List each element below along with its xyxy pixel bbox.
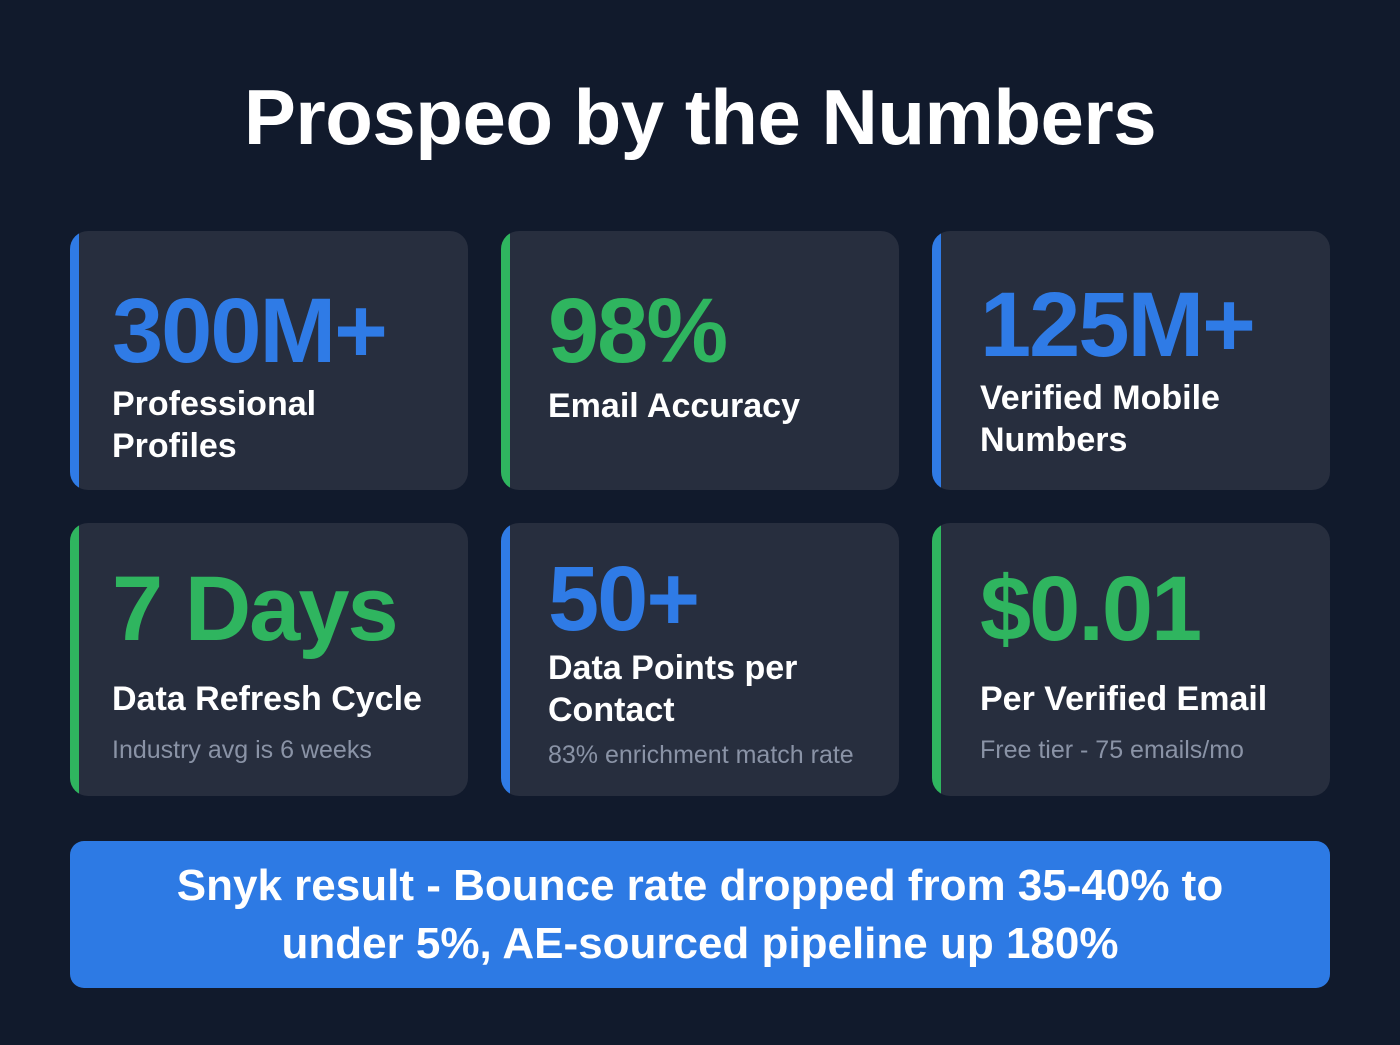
stat-card-email-accuracy: 98% Email Accuracy <box>501 231 899 490</box>
page-title: Prospeo by the Numbers <box>243 73 1157 161</box>
stat-label: Verified Mobile Numbers <box>980 379 1220 459</box>
stat-label: Data Points per Contact <box>548 649 798 729</box>
stat-label: Per Verified Email <box>980 680 1268 718</box>
stat-card-price-per-email: $0.01 Per Verified Email Free tier - 75 … <box>932 523 1330 796</box>
stat-label: Data Refresh Cycle <box>112 680 422 718</box>
stat-card-refresh-cycle: 7 Days Data Refresh Cycle Industry avg i… <box>70 523 468 796</box>
stat-subtext: 83% enrichment match rate <box>548 741 854 769</box>
stat-value: 300M+ <box>112 280 388 382</box>
stat-value: $0.01 <box>980 558 1202 660</box>
stat-value: 125M+ <box>980 274 1256 376</box>
case-study-banner: Snyk result - Bounce rate dropped from 3… <box>70 841 1330 988</box>
stat-subtext: Free tier - 75 emails/mo <box>980 736 1244 764</box>
stat-label: Professional Profiles <box>112 385 317 465</box>
stat-value: 7 Days <box>112 558 399 660</box>
stat-card-profiles: 300M+ Professional Profiles <box>70 231 468 490</box>
stat-value: 98% <box>548 280 728 382</box>
stat-card-data-points: 50+ Data Points per Contact 83% enrichme… <box>501 523 899 796</box>
stat-label: Email Accuracy <box>548 387 800 425</box>
stat-value: 50+ <box>548 548 700 650</box>
banner-text: Snyk result - Bounce rate dropped from 3… <box>176 860 1224 968</box>
stat-card-mobile-numbers: 125M+ Verified Mobile Numbers <box>932 231 1330 490</box>
stat-subtext: Industry avg is 6 weeks <box>112 736 372 764</box>
